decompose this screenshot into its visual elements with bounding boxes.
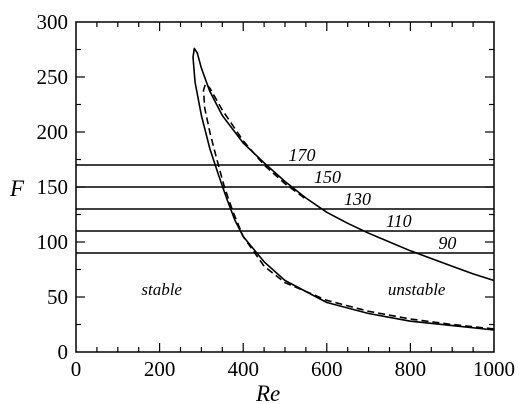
y-tick-label: 0 [58,340,69,364]
annotation-unstable: unstable [388,280,446,299]
solid-curve [192,47,495,331]
y-axis-label: F [9,176,25,201]
horizontal-line-label: 90 [438,233,456,253]
tick-labels: 0 200 400 600 800 1000 0 50 100 150 200 250 300 [37,10,516,381]
horizontal-line-label: 150 [314,167,341,187]
curves [192,47,495,331]
horizontal-lines [76,164,494,254]
x-axis-label: Re [255,381,280,404]
region-annotations: stable unstable [141,280,446,299]
y-tick-label: 100 [37,230,69,254]
annotation-stable: stable [141,280,182,299]
x-tick-label: 0 [71,357,82,381]
horizontal-line-label: 130 [344,189,371,209]
y-tick-label: 250 [37,65,69,89]
y-tick-label: 50 [47,285,68,309]
y-tick-label: 150 [37,175,69,199]
horizontal-line-label: 170 [289,145,316,165]
x-tick-label: 800 [395,357,427,381]
horizontal-line-label: 110 [386,211,412,231]
axis-ticks [76,22,494,352]
x-tick-label: 400 [227,357,259,381]
x-tick-label: 200 [144,357,176,381]
dashed-curve [202,82,495,330]
x-tick-label: 1000 [473,357,515,381]
y-tick-label: 200 [37,120,69,144]
y-tick-label: 300 [37,10,69,34]
x-tick-label: 600 [311,357,343,381]
